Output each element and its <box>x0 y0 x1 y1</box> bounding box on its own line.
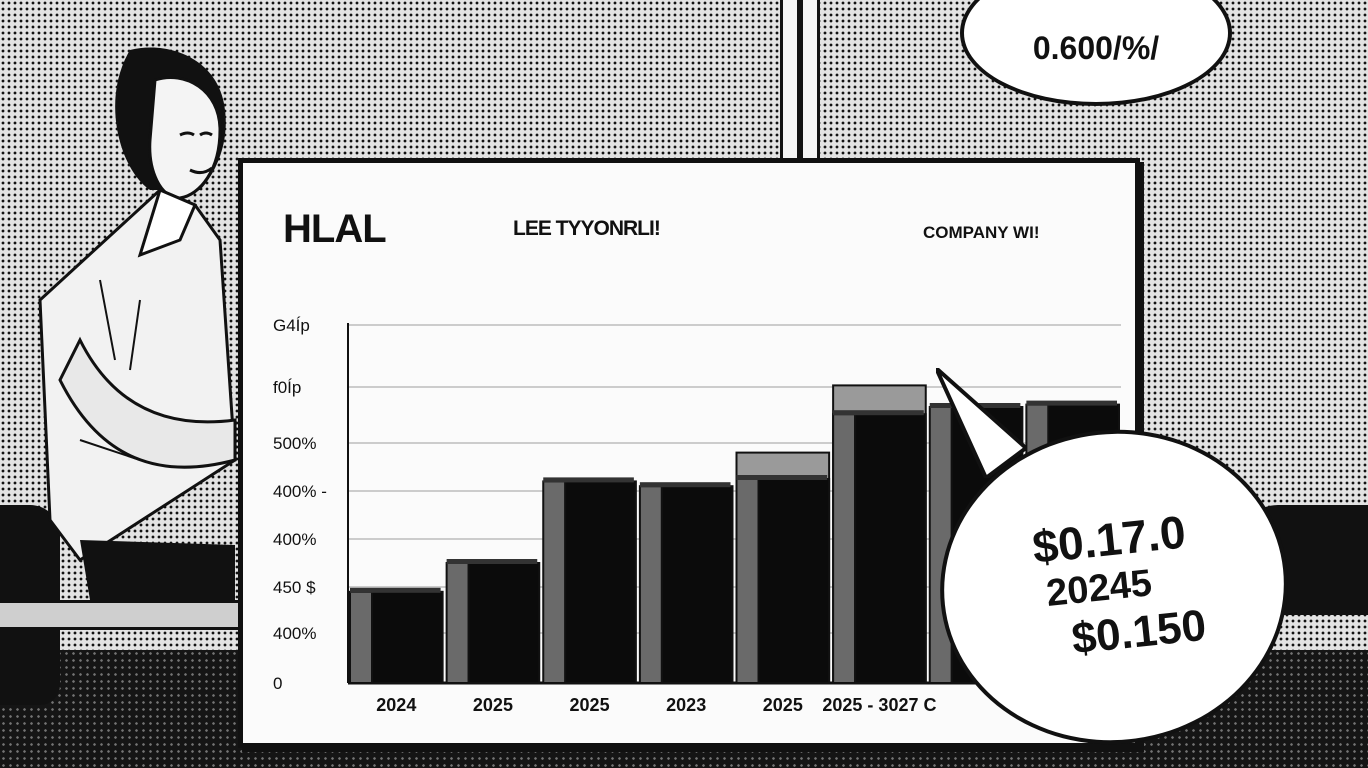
speech-bubble-tail <box>936 368 1026 478</box>
y-tick-label: 400% - <box>273 482 327 501</box>
y-tick-label: 400% <box>273 624 316 643</box>
y-tick-label: 450 $ <box>273 578 316 597</box>
bar <box>467 562 541 684</box>
company-label: COMPANY WI! <box>923 223 1040 242</box>
x-tick-label: 2025 <box>473 695 513 715</box>
bar-side <box>832 413 857 684</box>
bar-top-edge <box>350 587 441 593</box>
board-title: HLAL <box>283 207 387 251</box>
wall-divider-left <box>780 0 800 160</box>
x-tick-label: 2023 <box>666 695 706 715</box>
bar-side <box>542 480 567 684</box>
bar-top-edge <box>543 477 634 483</box>
bubble-main-line-1: $0.17.0 <box>1029 505 1189 574</box>
bar-top-edge <box>639 482 731 488</box>
bar <box>757 478 831 684</box>
bar-side <box>349 590 373 684</box>
y-tick-label: G4Íp <box>273 316 310 335</box>
bar-side <box>445 562 470 684</box>
board-subtitle: LEE TYYONRLI! <box>513 217 661 240</box>
x-tick-label: 2024 <box>376 695 416 715</box>
bar-top-edge <box>833 410 924 416</box>
bubble-top-text: 0.600/%/ <box>1032 29 1160 66</box>
x-tick-label: 2025 - 3027 C <box>822 695 936 715</box>
wall-divider-right <box>800 0 820 160</box>
bar-top-edge <box>736 475 828 480</box>
y-tick-label: f0Íp <box>273 378 301 397</box>
bar <box>371 590 444 684</box>
presenter-figure <box>38 47 237 600</box>
bar <box>564 480 637 684</box>
bar-top-edge <box>1026 400 1117 406</box>
y-tick-label: 400% <box>273 530 316 549</box>
y-tick-label: 0 <box>273 674 282 693</box>
x-tick-label: 2025 <box>570 695 610 715</box>
desk <box>0 600 260 630</box>
x-tick-label: 2025 <box>763 695 803 715</box>
bar <box>854 413 927 684</box>
bar-side <box>638 485 663 685</box>
bar-side <box>735 478 760 684</box>
bar-top-edge <box>446 559 538 564</box>
y-tick-label: 500% <box>273 434 316 453</box>
bar <box>660 485 734 685</box>
